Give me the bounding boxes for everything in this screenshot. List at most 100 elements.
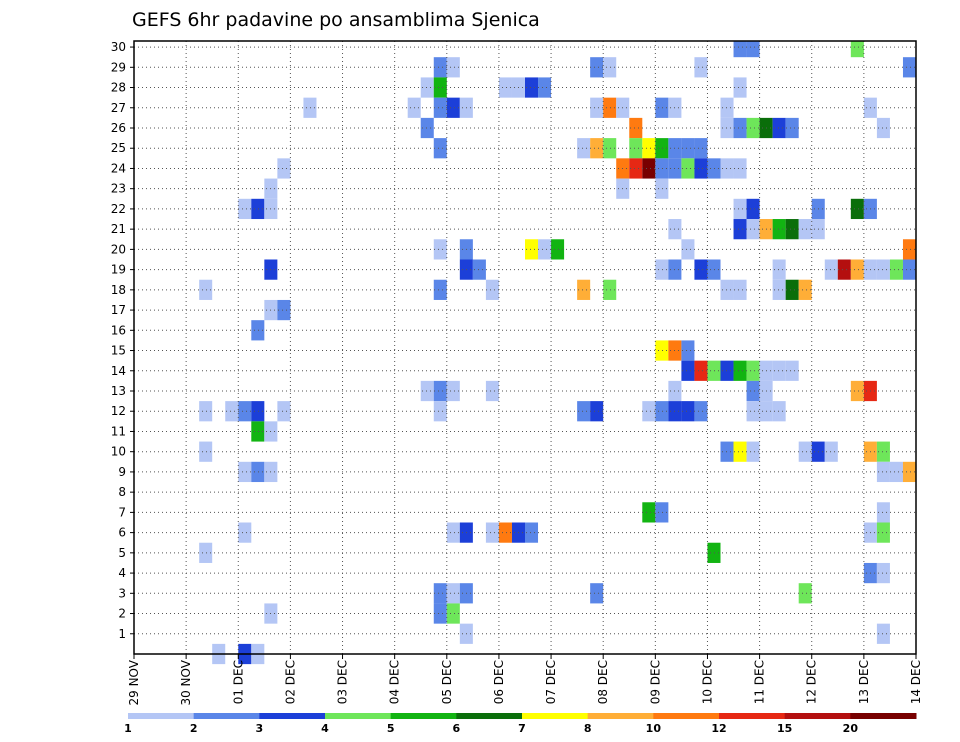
precip-cell (420, 77, 434, 98)
precip-cell (225, 401, 239, 422)
precip-cell (798, 583, 812, 604)
colorbar-segment (325, 713, 392, 719)
precip-cell (850, 380, 864, 402)
colorbar-label: 3 (256, 722, 264, 735)
x-tick-label: 01 DEC (231, 660, 245, 704)
precip-cell (238, 401, 252, 422)
precip-cell (889, 259, 903, 280)
x-tick-label: 29 NOV (127, 659, 141, 705)
x-tick-label: 30 NOV (179, 659, 193, 705)
colorbar-segment (390, 713, 457, 719)
plot-frame (133, 40, 917, 655)
y-tick-label: 12 (111, 404, 126, 418)
precip-cell (746, 380, 760, 402)
x-tick-label: 12 DEC (805, 660, 819, 704)
precip-cell (733, 117, 747, 139)
colorbar-label: 10 (646, 722, 662, 735)
colorbar-label: 1 (124, 722, 132, 735)
y-tick-label: 28 (111, 81, 126, 95)
precip-cell (694, 259, 708, 280)
colorbar-label: 15 (777, 722, 792, 735)
precip-cell (720, 158, 734, 179)
precip-cell (433, 583, 447, 604)
precip-cell (655, 178, 669, 199)
precip-cell (498, 77, 512, 98)
precip-cell (850, 259, 864, 280)
precip-cell (472, 259, 486, 280)
precip-cell (837, 259, 851, 280)
precip-cell (824, 259, 838, 280)
chart-title: GEFS 6hr padavine po ansamblima Sjenica (132, 9, 540, 31)
precip-cell (772, 219, 786, 240)
precip-cell (746, 41, 760, 58)
precip-cell (902, 259, 916, 280)
x-tick-label: 03 DEC (336, 660, 350, 704)
y-tick-label: 14 (111, 364, 126, 378)
heatmap-cells (199, 41, 916, 665)
y-tick-label: 19 (111, 263, 126, 277)
precip-cell (642, 138, 656, 159)
precip-cell (876, 461, 890, 483)
colorbar-segment (128, 713, 195, 719)
precip-cell (785, 219, 799, 240)
precip-cell (498, 522, 512, 543)
colorbar-segment (719, 713, 786, 719)
precip-cell (746, 198, 760, 220)
precip-cell (433, 138, 447, 159)
precip-cell (629, 138, 643, 159)
precip-cell (590, 57, 604, 78)
precip-cell (655, 97, 669, 118)
precip-cell (277, 401, 291, 422)
x-axis-ticks: 29 NOV 30 NOV 01 DEC 02 DEC 03 DEC 04 DEC 05 D… (127, 654, 923, 706)
precip-cell (720, 97, 734, 118)
colorbar-segment (259, 713, 326, 719)
precip-cell (577, 401, 591, 422)
y-tick-label: 7 (118, 505, 126, 519)
precip-cell (733, 158, 747, 179)
precip-cell (577, 279, 591, 300)
precip-cell (199, 401, 213, 422)
precip-cell (876, 441, 890, 462)
precip-cell (642, 158, 656, 179)
y-tick-label: 9 (118, 465, 126, 479)
precip-cell (707, 360, 721, 381)
precip-cell (785, 279, 799, 300)
precip-cell (889, 461, 903, 483)
colorbar-label: 4 (321, 722, 329, 735)
precip-cell (629, 158, 643, 179)
precip-cell (525, 522, 539, 543)
x-tick-label: 08 DEC (596, 660, 610, 704)
y-tick-label: 15 (111, 344, 126, 358)
precip-cell (433, 401, 447, 422)
precip-cell (485, 522, 499, 543)
y-tick-label: 11 (111, 424, 126, 438)
precip-cell (433, 380, 447, 402)
precip-cell (707, 542, 721, 563)
precip-cell (720, 279, 734, 300)
y-tick-label: 5 (118, 546, 126, 560)
colorbar: 1 2 3 4 5 6 7 8 10 12 15 20 (124, 713, 917, 735)
precip-cell (876, 522, 890, 543)
colorbar-label: 6 (453, 722, 461, 735)
precip-cell (733, 219, 747, 240)
precip-cell (876, 259, 890, 280)
colorbar-segment (653, 713, 720, 719)
precip-cell (577, 138, 591, 159)
precip-cell (629, 117, 643, 139)
y-tick-label: 20 (111, 242, 126, 256)
precip-cell (707, 259, 721, 280)
precip-cell (433, 603, 447, 624)
x-tick-label: 02 DEC (283, 660, 297, 704)
y-tick-label: 3 (118, 586, 126, 600)
colorbar-label: 20 (843, 722, 859, 735)
colorbar-segment (193, 713, 260, 719)
precip-cell (772, 117, 786, 139)
precip-cell (681, 360, 695, 381)
x-tick-label: 11 DEC (753, 660, 767, 704)
precip-cell (876, 502, 890, 523)
precip-cell (876, 623, 890, 644)
precip-cell (746, 441, 760, 462)
precip-cell (720, 117, 734, 139)
precip-cell (681, 340, 695, 361)
x-tick-label: 14 DEC (909, 660, 923, 704)
